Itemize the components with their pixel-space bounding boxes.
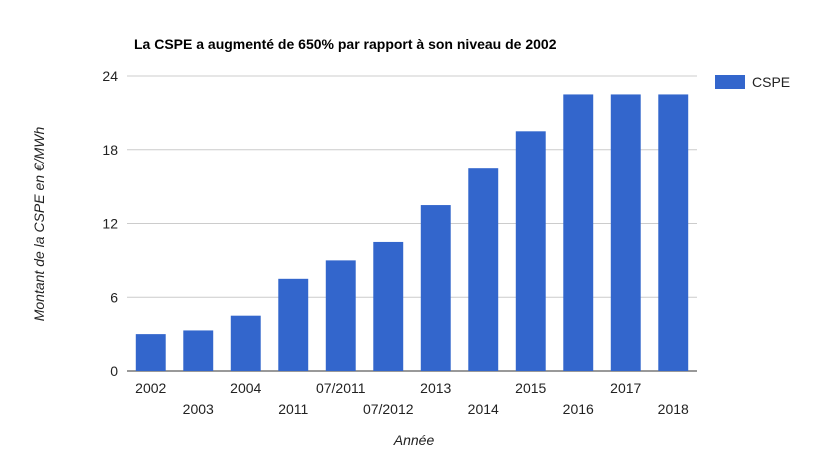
x-tick-label: 2015: [515, 380, 546, 396]
bar: [468, 168, 499, 371]
x-tick-label: 2002: [135, 380, 166, 396]
chart-title: La CSPE a augmenté de 650% par rapport à…: [134, 36, 557, 52]
legend-swatch-cspe: [715, 75, 745, 89]
y-tick-labels: 0 6 12 18 24: [102, 68, 118, 379]
y-tick-label: 0: [110, 363, 118, 379]
y-tick-label: 24: [102, 68, 118, 84]
x-tick-label: 07/2011: [316, 380, 366, 396]
legend: CSPE: [715, 74, 790, 90]
y-tick-label: 12: [102, 216, 118, 232]
x-tick-labels: 2002 2003 2004 2011 07/2011 07/2012 2013 2014 20…: [135, 380, 689, 417]
bar: [135, 334, 166, 371]
x-tick-label: 2003: [183, 401, 214, 417]
x-tick-label: 2014: [468, 401, 499, 417]
x-tick-label: 07/2012: [363, 401, 414, 417]
bar: [563, 94, 594, 371]
x-tick-label: 2011: [278, 401, 308, 417]
x-tick-label: 2013: [420, 380, 451, 396]
bar: [610, 94, 641, 371]
bar: [373, 241, 404, 371]
x-tick-label: 2004: [230, 380, 261, 396]
bar: [183, 330, 214, 371]
legend-label-cspe: CSPE: [752, 74, 790, 90]
gridlines: [127, 75, 697, 372]
bar: [278, 278, 309, 371]
bar: [230, 315, 261, 371]
bars: [135, 94, 689, 371]
bar: [658, 94, 689, 371]
x-tick-label: 2018: [658, 401, 689, 417]
x-tick-label: 2017: [610, 380, 641, 396]
y-axis-label: Montant de la CSPE en €/MWh: [31, 127, 47, 322]
bar: [515, 131, 546, 371]
x-tick-label: 2016: [563, 401, 594, 417]
x-axis-label: Année: [393, 432, 435, 448]
bar: [420, 205, 451, 371]
y-tick-label: 6: [110, 289, 118, 305]
y-tick-label: 18: [102, 142, 118, 158]
bar: [325, 260, 356, 371]
